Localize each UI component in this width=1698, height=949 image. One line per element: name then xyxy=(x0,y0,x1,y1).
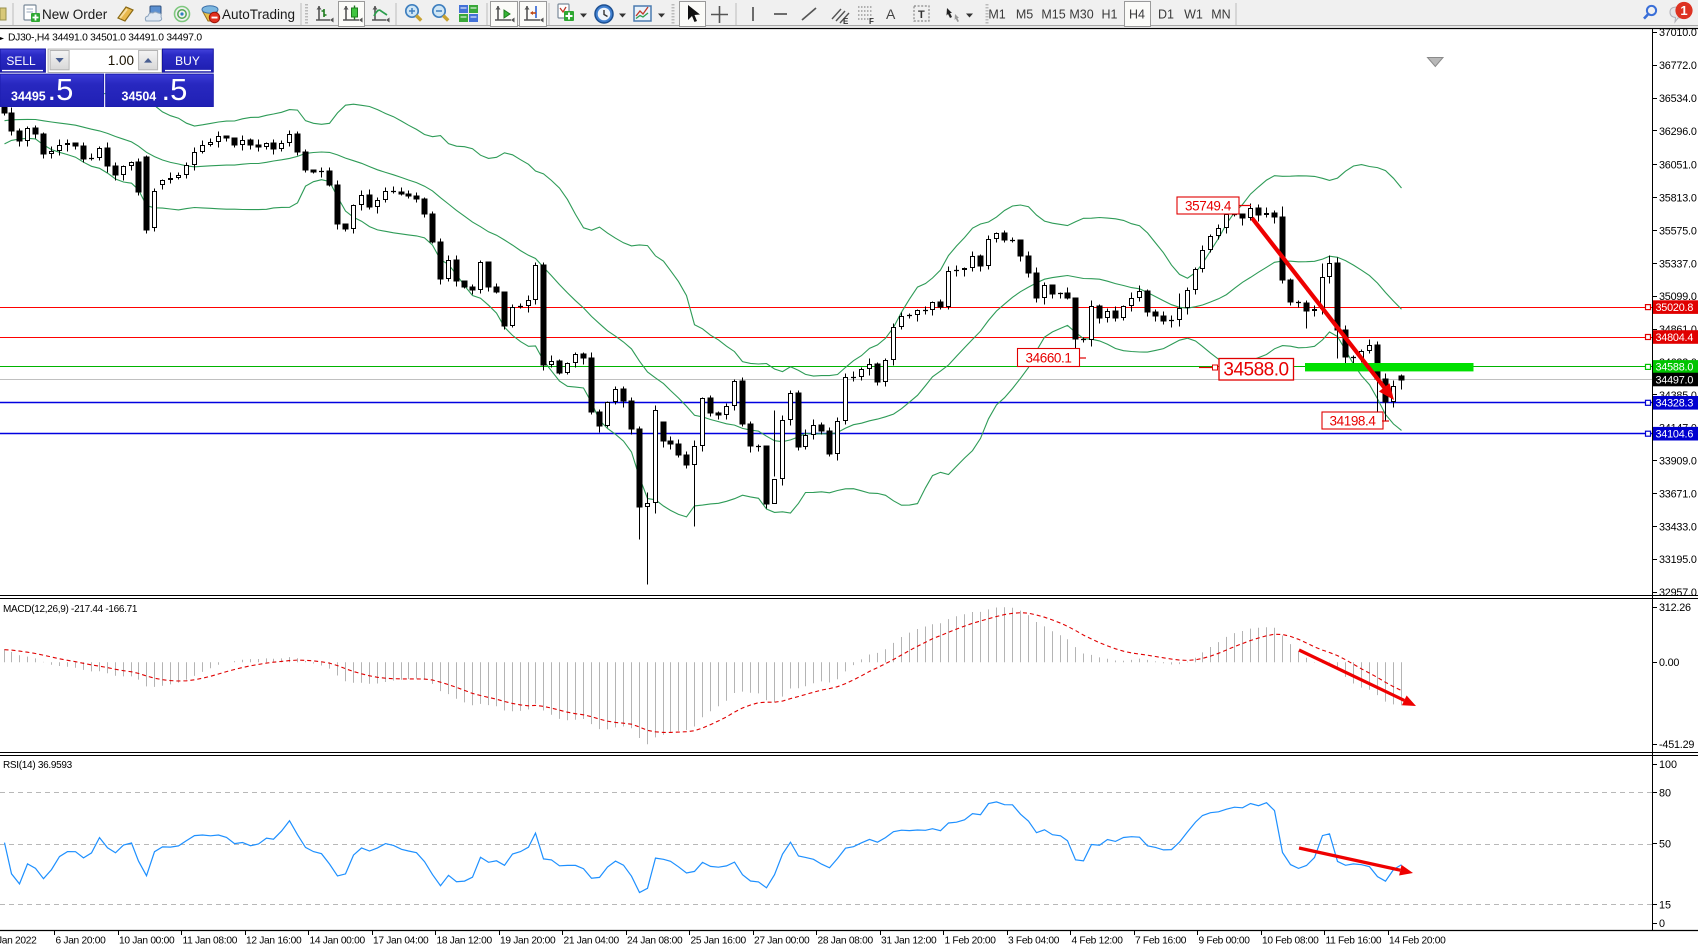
svg-text:A: A xyxy=(886,6,896,22)
svg-text:80: 80 xyxy=(1659,787,1671,799)
svg-text:AutoTrading: AutoTrading xyxy=(222,7,295,22)
svg-text:10 Feb 08:00: 10 Feb 08:00 xyxy=(1262,936,1319,947)
svg-text:36534.0: 36534.0 xyxy=(1659,93,1697,105)
svg-text:35575.0: 35575.0 xyxy=(1659,225,1697,237)
svg-text:34804.4: 34804.4 xyxy=(1656,332,1694,344)
svg-text:35337.0: 35337.0 xyxy=(1659,258,1697,270)
svg-text:4 Feb 12:00: 4 Feb 12:00 xyxy=(1072,936,1124,947)
svg-text:F: F xyxy=(869,17,874,26)
svg-text:3 Feb 04:00: 3 Feb 04:00 xyxy=(1008,936,1060,947)
svg-text:36772.0: 36772.0 xyxy=(1659,60,1697,72)
svg-text:312.26: 312.26 xyxy=(1659,602,1691,614)
svg-text:H1: H1 xyxy=(1102,8,1118,22)
svg-text:15: 15 xyxy=(1659,899,1671,911)
svg-text:34495: 34495 xyxy=(11,89,46,103)
svg-text:35813.0: 35813.0 xyxy=(1659,193,1697,205)
svg-text:H4: H4 xyxy=(1129,8,1145,22)
svg-text:1.00: 1.00 xyxy=(108,53,134,68)
svg-text:0.00: 0.00 xyxy=(1659,657,1679,669)
svg-text:E: E xyxy=(843,17,849,26)
svg-text:SELL: SELL xyxy=(6,54,36,68)
svg-text:36296.0: 36296.0 xyxy=(1659,126,1697,138)
svg-text:35099.0: 35099.0 xyxy=(1659,291,1697,303)
svg-text:6 Jan 20:00: 6 Jan 20:00 xyxy=(56,936,107,947)
svg-text:9 Feb 00:00: 9 Feb 00:00 xyxy=(1199,936,1251,947)
svg-text:19 Jan 20:00: 19 Jan 20:00 xyxy=(500,936,556,947)
svg-text:100: 100 xyxy=(1659,759,1677,771)
svg-text:11 Feb 16:00: 11 Feb 16:00 xyxy=(1326,936,1382,947)
svg-text:34660.1: 34660.1 xyxy=(1026,350,1072,365)
svg-text:W1: W1 xyxy=(1184,8,1203,22)
svg-text:34588.0: 34588.0 xyxy=(1223,360,1288,381)
svg-text:32957.0: 32957.0 xyxy=(1659,587,1697,599)
svg-text:M5: M5 xyxy=(1016,8,1033,22)
svg-text:17 Jan 04:00: 17 Jan 04:00 xyxy=(373,936,429,947)
svg-text:28 Jan 08:00: 28 Jan 08:00 xyxy=(818,936,874,947)
svg-text:36051.0: 36051.0 xyxy=(1659,160,1697,172)
svg-text:24 Jan 08:00: 24 Jan 08:00 xyxy=(627,936,683,947)
svg-text:M30: M30 xyxy=(1069,8,1093,22)
svg-text:34328.3: 34328.3 xyxy=(1656,398,1694,410)
svg-text:DJ30-,H4 34491.0 34501.0 3449: DJ30-,H4 34491.0 34501.0 34491.0 34497.0 xyxy=(8,33,202,44)
svg-text:7 Feb 16:00: 7 Feb 16:00 xyxy=(1135,936,1187,947)
svg-text:New Order: New Order xyxy=(42,7,108,22)
svg-text:MACD(12,26,9) -217.44 -166.71: MACD(12,26,9) -217.44 -166.71 xyxy=(3,604,138,615)
svg-text:34504: 34504 xyxy=(122,89,157,103)
svg-text:21 Jan 04:00: 21 Jan 04:00 xyxy=(564,936,620,947)
svg-text:T: T xyxy=(918,9,925,21)
svg-text:RSI(14) 36.9593: RSI(14) 36.9593 xyxy=(3,760,73,771)
svg-text:31 Jan 12:00: 31 Jan 12:00 xyxy=(881,936,937,947)
svg-text:33195.0: 33195.0 xyxy=(1659,554,1697,566)
svg-text:33671.0: 33671.0 xyxy=(1659,488,1697,500)
svg-text:34198.4: 34198.4 xyxy=(1330,413,1377,428)
svg-text:D1: D1 xyxy=(1158,8,1174,22)
svg-text:34497.0: 34497.0 xyxy=(1656,374,1694,386)
svg-text:.5: .5 xyxy=(162,72,188,107)
svg-text:34104.6: 34104.6 xyxy=(1656,429,1694,441)
svg-text:14 Feb 20:00: 14 Feb 20:00 xyxy=(1389,936,1446,947)
svg-text:1 Feb 20:00: 1 Feb 20:00 xyxy=(945,936,997,947)
svg-text:M15: M15 xyxy=(1041,8,1065,22)
svg-text:35749.4: 35749.4 xyxy=(1185,198,1232,213)
svg-text:11 Jan 08:00: 11 Jan 08:00 xyxy=(183,936,238,947)
svg-text:37010.0: 37010.0 xyxy=(1659,27,1697,39)
svg-text:33909.0: 33909.0 xyxy=(1659,456,1697,468)
svg-text:M1: M1 xyxy=(988,8,1005,22)
svg-text:27 Jan 00:00: 27 Jan 00:00 xyxy=(754,936,810,947)
svg-text:33433.0: 33433.0 xyxy=(1659,521,1697,533)
svg-text:25 Jan 16:00: 25 Jan 16:00 xyxy=(691,936,747,947)
svg-text:Jan 2022: Jan 2022 xyxy=(0,936,37,947)
svg-text:50: 50 xyxy=(1659,839,1671,851)
svg-text:35020.8: 35020.8 xyxy=(1656,302,1694,314)
svg-text:10 Jan 00:00: 10 Jan 00:00 xyxy=(119,936,175,947)
svg-text:MN: MN xyxy=(1211,8,1230,22)
svg-text:12 Jan 16:00: 12 Jan 16:00 xyxy=(246,936,302,947)
svg-text:34588.0: 34588.0 xyxy=(1656,362,1694,374)
svg-text:18 Jan 12:00: 18 Jan 12:00 xyxy=(437,936,493,947)
svg-text:-451.29: -451.29 xyxy=(1659,739,1694,751)
svg-text:14 Jan 00:00: 14 Jan 00:00 xyxy=(310,936,366,947)
svg-text:0: 0 xyxy=(1659,918,1665,930)
svg-text:1: 1 xyxy=(1680,3,1687,18)
svg-text:BUY: BUY xyxy=(175,54,200,68)
svg-text:.5: .5 xyxy=(48,72,74,107)
